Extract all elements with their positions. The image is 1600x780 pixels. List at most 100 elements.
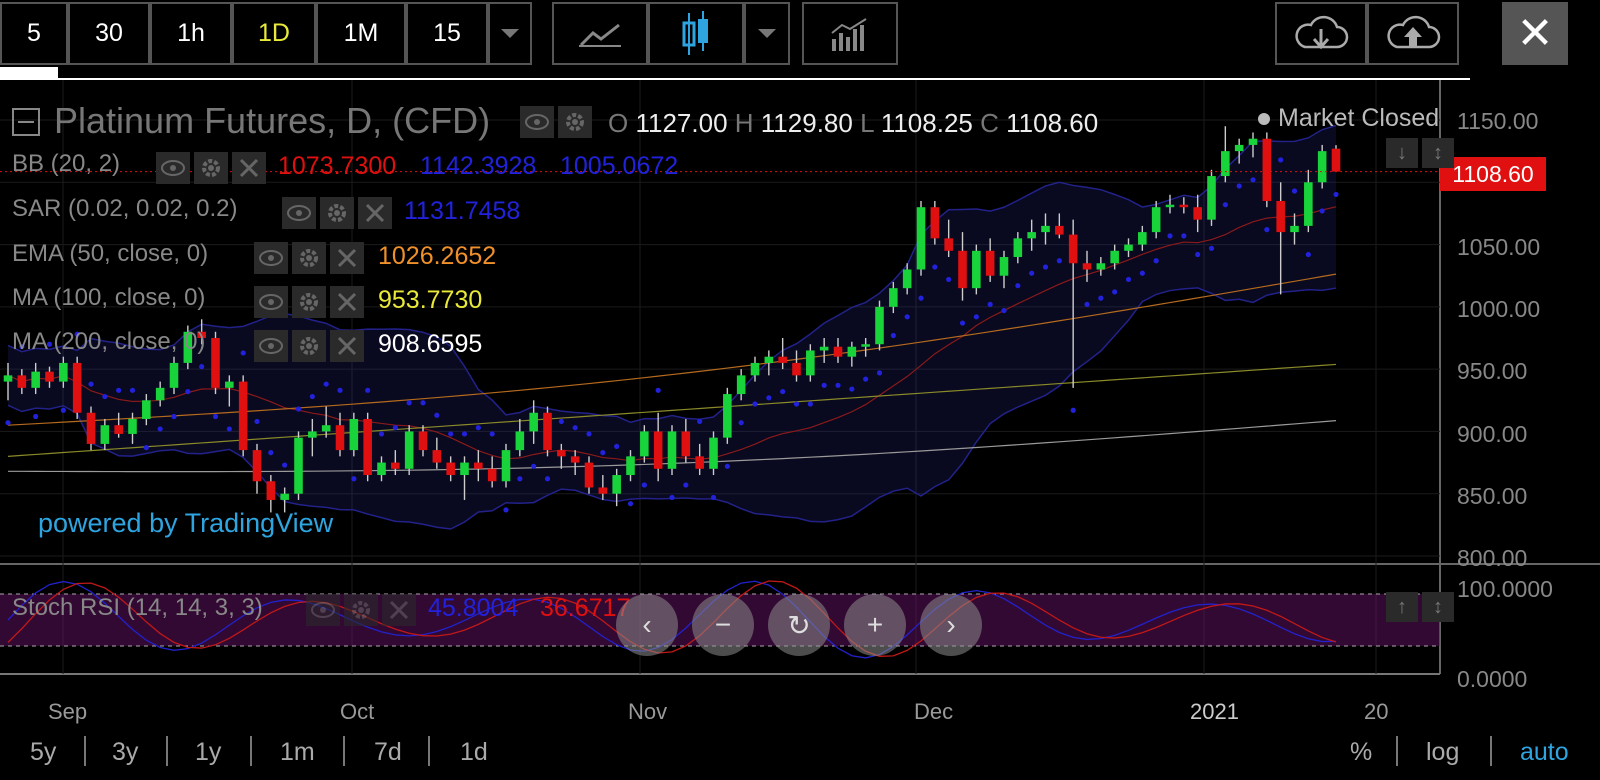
sar-dot [1056,258,1062,264]
sar-dot [1139,270,1145,276]
sar-dot [185,388,191,395]
eye-icon[interactable] [282,197,316,229]
sar-dot [1195,251,1201,258]
scroll-left-button[interactable]: ‹ [616,594,678,656]
candle-body [294,437,303,494]
stoch-k-value: 45.8004 [428,594,519,622]
sar-dot [129,387,136,393]
remove-icon[interactable] [330,330,364,362]
timeline-scroll-indicator[interactable] [0,67,58,78]
cloud-download-button[interactable] [1275,2,1367,65]
candle-body [944,238,953,251]
auto-scale-toggle[interactable]: auto [1520,738,1569,766]
cloud-upload-button[interactable] [1367,2,1459,65]
gear-icon[interactable] [194,152,228,184]
candle-body [1207,176,1216,220]
log-scale-toggle[interactable]: log [1426,738,1460,766]
interval-30[interactable]: 30 [68,2,150,65]
divider [250,736,252,766]
indicator-value: 953.7730 [378,286,483,314]
range-3y[interactable]: 3y [112,738,139,766]
close-button[interactable]: ✕ [1502,2,1568,65]
remove-icon[interactable] [330,242,364,274]
collapse-legend-icon[interactable] [12,108,40,136]
candle-body [460,462,469,476]
symbol-controls [520,106,592,138]
sar-dot [655,387,661,393]
divider [1490,736,1492,766]
sar-dot [199,364,205,370]
interval-1d[interactable]: 1D [232,2,316,65]
candle-body [114,425,123,434]
indicators-button[interactable] [802,2,898,65]
zoom-in-button[interactable]: + [844,594,906,656]
plus-icon: + [866,609,884,640]
range-1y[interactable]: 1y [195,738,222,766]
close-label: C [980,108,999,138]
powered-by-label[interactable]: powered by TradingView [38,508,334,538]
candle-body [557,450,566,457]
scale-down-arrow-icon[interactable]: ↓ [1386,138,1418,168]
indicator-controls [254,330,364,362]
sar-dot [531,463,537,469]
candle-body [653,431,663,469]
remove-icon[interactable] [382,594,416,626]
interval-15[interactable]: 15 [406,2,488,65]
candle-body [280,493,289,500]
sar-dot [1305,251,1311,258]
candle-body [847,346,857,357]
candle-body [155,387,165,401]
reset-button[interactable]: ↻ [768,594,830,656]
zoom-out-button[interactable]: − [692,594,754,656]
eye-icon[interactable] [156,152,190,184]
candle-body [764,356,774,363]
sar-dot [309,393,315,400]
candle-body [709,437,718,469]
scale-resize-icon[interactable]: ↕ [1422,592,1454,622]
sar-dot [641,482,647,488]
range-5y[interactable]: 5y [30,738,57,766]
range-1d[interactable]: 1d [460,738,488,766]
line-chart-button[interactable] [552,2,648,65]
chevron-down-icon [758,28,776,38]
percent-scale-toggle[interactable]: % [1350,738,1373,766]
eye-icon[interactable] [520,106,554,138]
gear-icon[interactable] [558,106,592,138]
interval-1m[interactable]: 1M [316,2,406,65]
interval-5[interactable]: 5 [0,2,68,65]
scroll-right-button[interactable]: › [920,594,982,656]
candlestick-chart-button[interactable] [648,2,744,65]
gear-icon[interactable] [292,286,326,318]
sar-dot [1153,258,1159,264]
ohlc-readout: O 1127.00 H 1129.80 L 1108.25 C 1108.60 [608,108,1098,139]
eye-icon[interactable] [254,330,288,362]
sar-dot [392,425,398,431]
range-1m[interactable]: 1m [280,738,315,766]
price-axis-label: 900.00 [1457,421,1528,447]
chart-type-dropdown[interactable] [744,2,790,65]
sar-dot [46,341,53,347]
eye-icon[interactable] [254,286,288,318]
interval-1h[interactable]: 1h [150,2,232,65]
gear-icon[interactable] [344,594,378,626]
candle-body [1096,263,1106,270]
eye-icon[interactable] [306,594,340,626]
candle-body [100,425,110,444]
remove-icon[interactable] [358,197,392,229]
gear-icon[interactable] [292,330,326,362]
gear-icon[interactable] [320,197,354,229]
scale-up-arrow-icon[interactable]: ↑ [1386,592,1418,622]
eye-icon[interactable] [254,242,288,274]
sar-dot [323,381,329,387]
candle-body [861,344,870,347]
remove-icon[interactable] [232,152,266,184]
gear-icon[interactable] [292,242,326,274]
range-7d[interactable]: 7d [374,738,402,766]
candle-body [695,456,704,469]
sar-dot [240,350,246,356]
remove-icon[interactable] [330,286,364,318]
scale-resize-icon[interactable]: ↕ [1422,138,1454,168]
sar-dot [1029,270,1035,276]
candle-body [612,475,621,494]
interval-dropdown[interactable] [488,2,532,65]
